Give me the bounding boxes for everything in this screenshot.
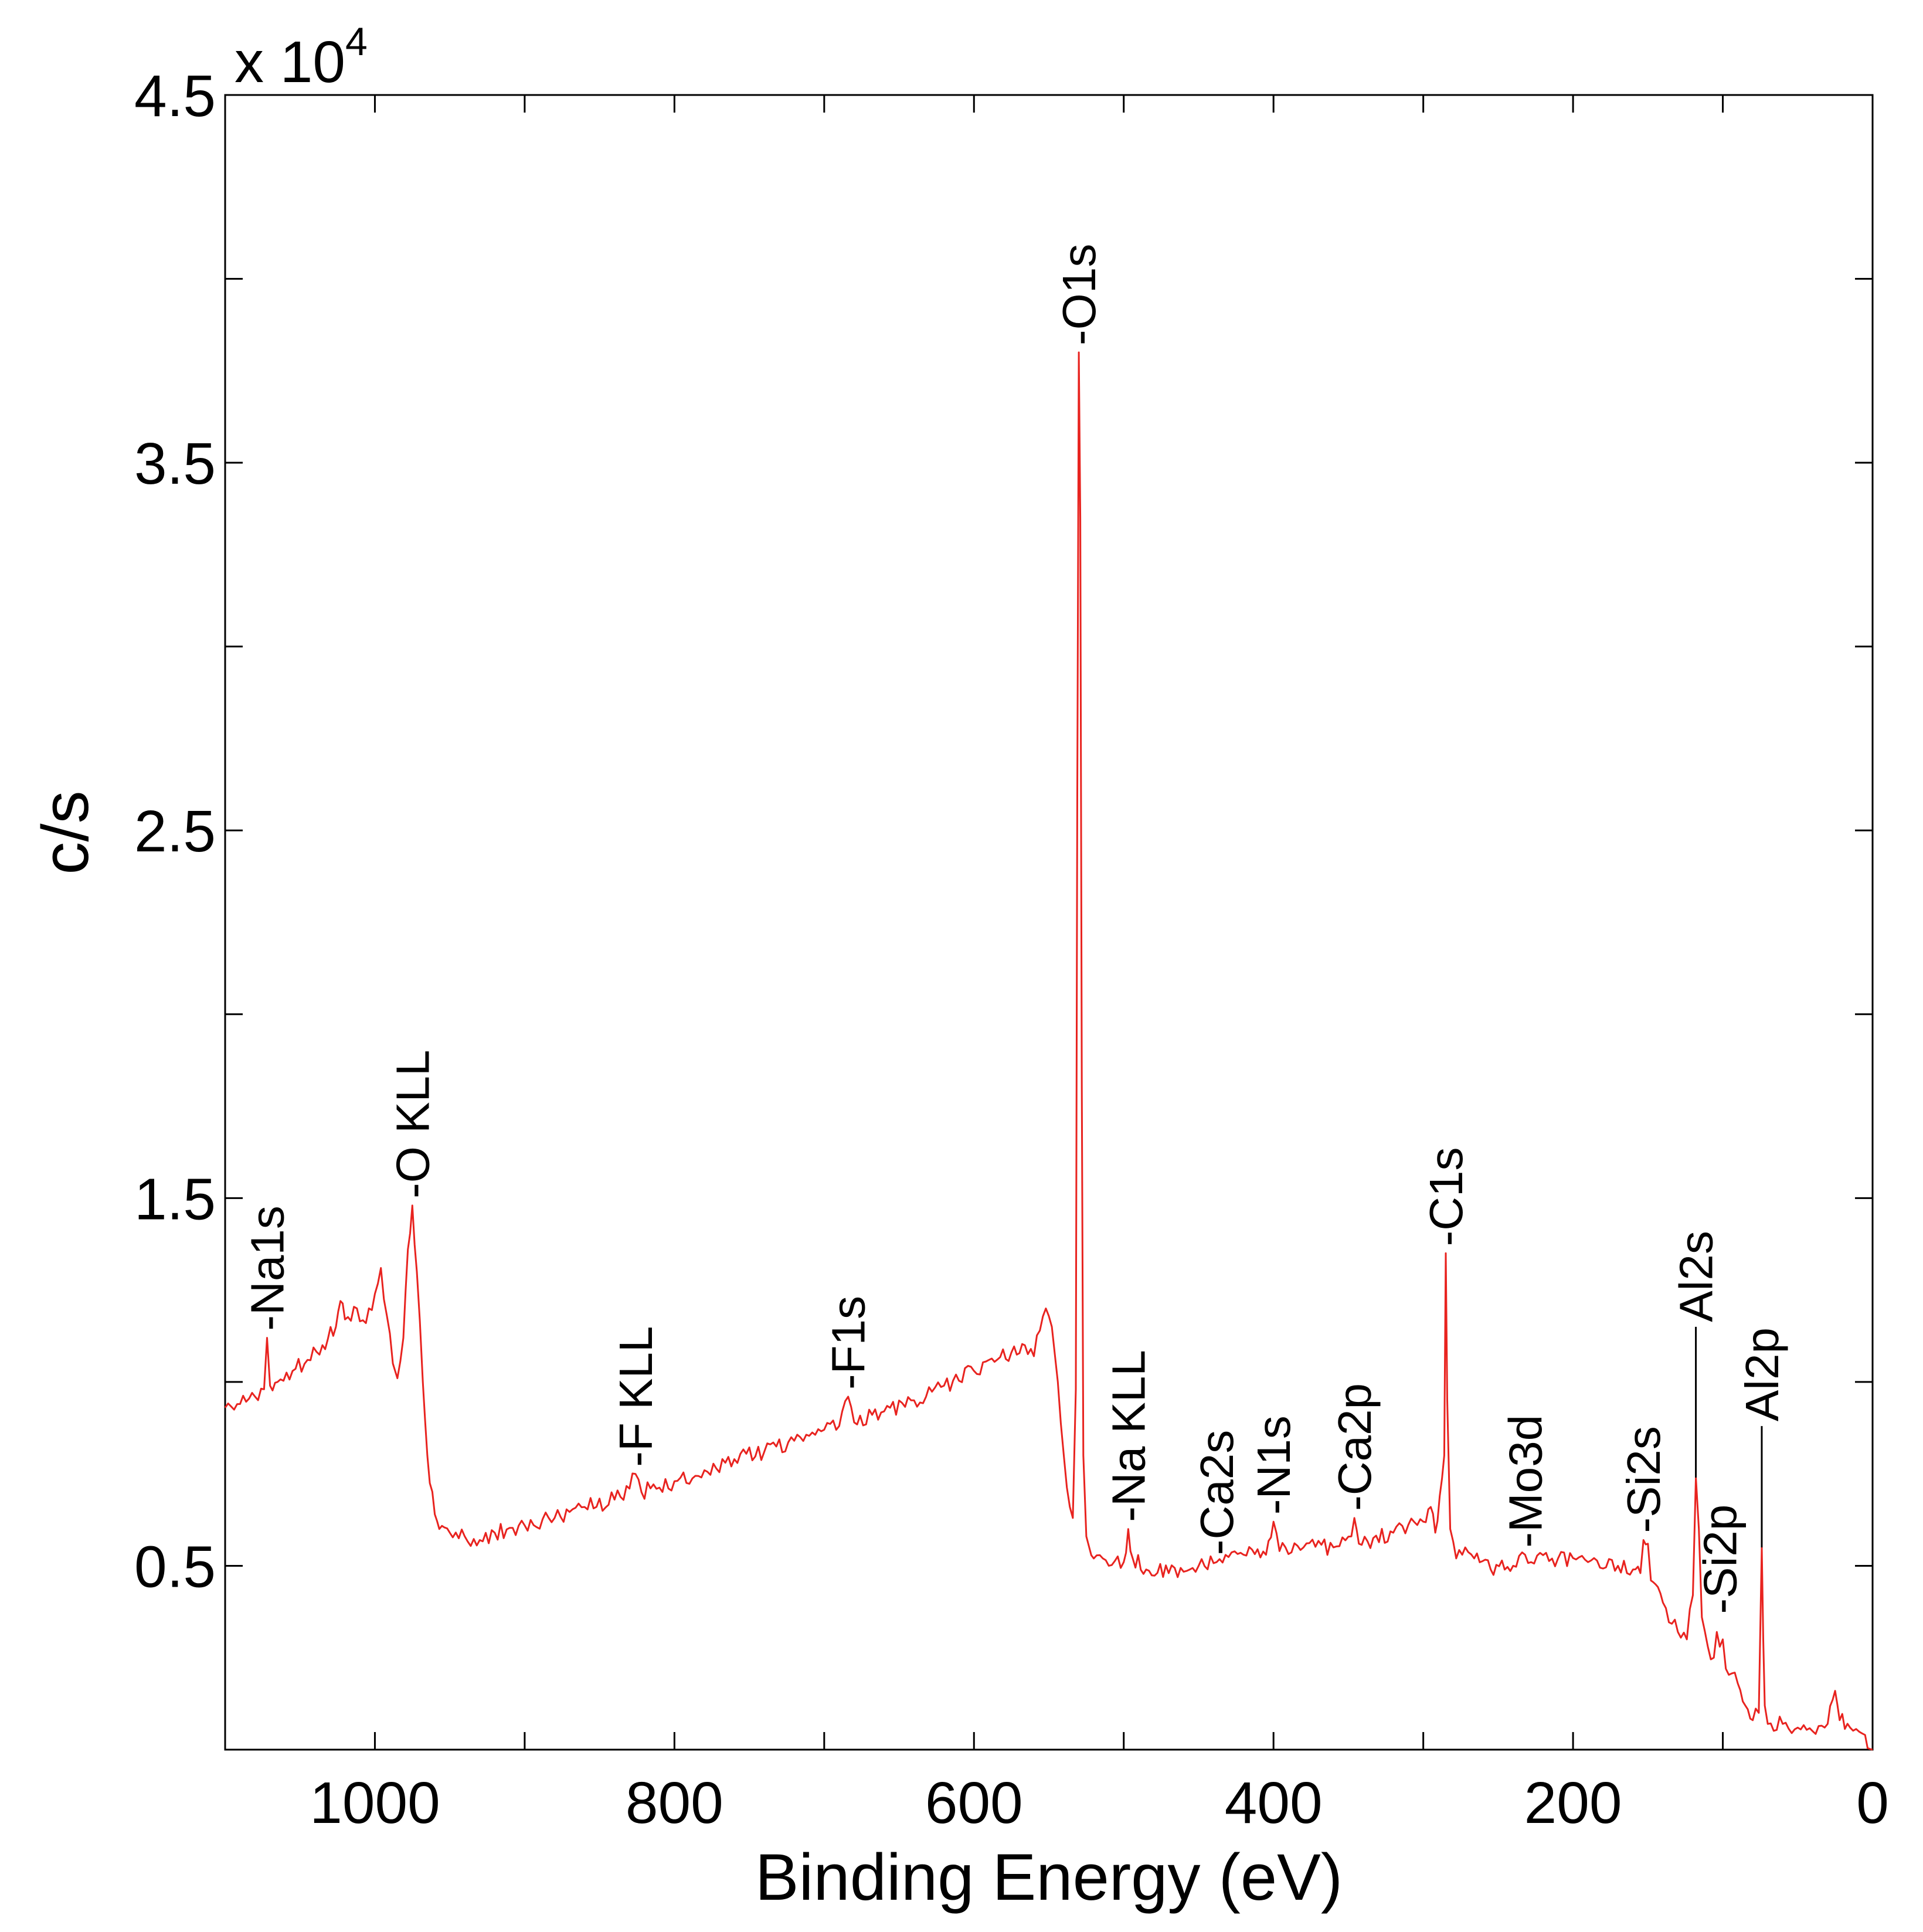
- x-tick-label: 1000: [310, 1770, 440, 1836]
- peak-label: -F KLL: [610, 1326, 662, 1467]
- axis-text: x 104 Binding Energy (eV) c/s: [29, 19, 1343, 1914]
- y-tick-label: 2.5: [134, 799, 216, 864]
- peak-label: -Na1s: [242, 1206, 294, 1330]
- peak-label: -C1s: [1420, 1147, 1472, 1246]
- y-tick-label: 4.5: [134, 63, 216, 129]
- spectrum-series: [224, 351, 1873, 1751]
- x-tick-label: 200: [1524, 1770, 1622, 1836]
- peak-label: Al2p: [1736, 1327, 1788, 1421]
- x-tick-label: 0: [1856, 1770, 1889, 1836]
- x-tick-label: 600: [925, 1770, 1023, 1836]
- peak-label: -Si2s: [1618, 1426, 1670, 1533]
- peak-label: -Ca2p: [1329, 1383, 1381, 1511]
- peak-label: Al2s: [1670, 1231, 1722, 1322]
- axis-ticks: 1000 800 600 400 200 0 0.5 1.5 2.5 3.5 4.5: [134, 63, 1889, 1836]
- peak-label: -Na KLL: [1102, 1350, 1154, 1522]
- y-tick-label: 0.5: [134, 1534, 216, 1600]
- plot-area-frame: [224, 94, 1874, 1751]
- peak-labels: -Na1s -O KLL -F KLL -F1s -O1s -Na KLL -Ca2s -N1…: [242, 244, 1789, 1614]
- y-multiplier-exponent: 4: [345, 19, 368, 64]
- peak-label: -O KLL: [386, 1050, 439, 1198]
- y-tick-label: 3.5: [134, 431, 216, 497]
- y-axis-title: c/s: [29, 790, 102, 874]
- x-tick-label: 800: [626, 1770, 723, 1836]
- spectrum-line: [224, 351, 1873, 1751]
- peak-label: -N1s: [1248, 1415, 1300, 1515]
- peak-label: -Ca2s: [1191, 1430, 1243, 1555]
- x-tick-label: 400: [1225, 1770, 1323, 1836]
- peak-label: -Mo3d: [1499, 1415, 1551, 1548]
- x-axis-title: Binding Energy (eV): [755, 1841, 1343, 1914]
- peak-label: -Si2p: [1694, 1505, 1746, 1614]
- peak-label: -F1s: [823, 1296, 875, 1390]
- y-tick-label: 1.5: [134, 1166, 216, 1232]
- peak-label: -O1s: [1053, 244, 1105, 345]
- y-multiplier-label: x 104: [235, 19, 368, 95]
